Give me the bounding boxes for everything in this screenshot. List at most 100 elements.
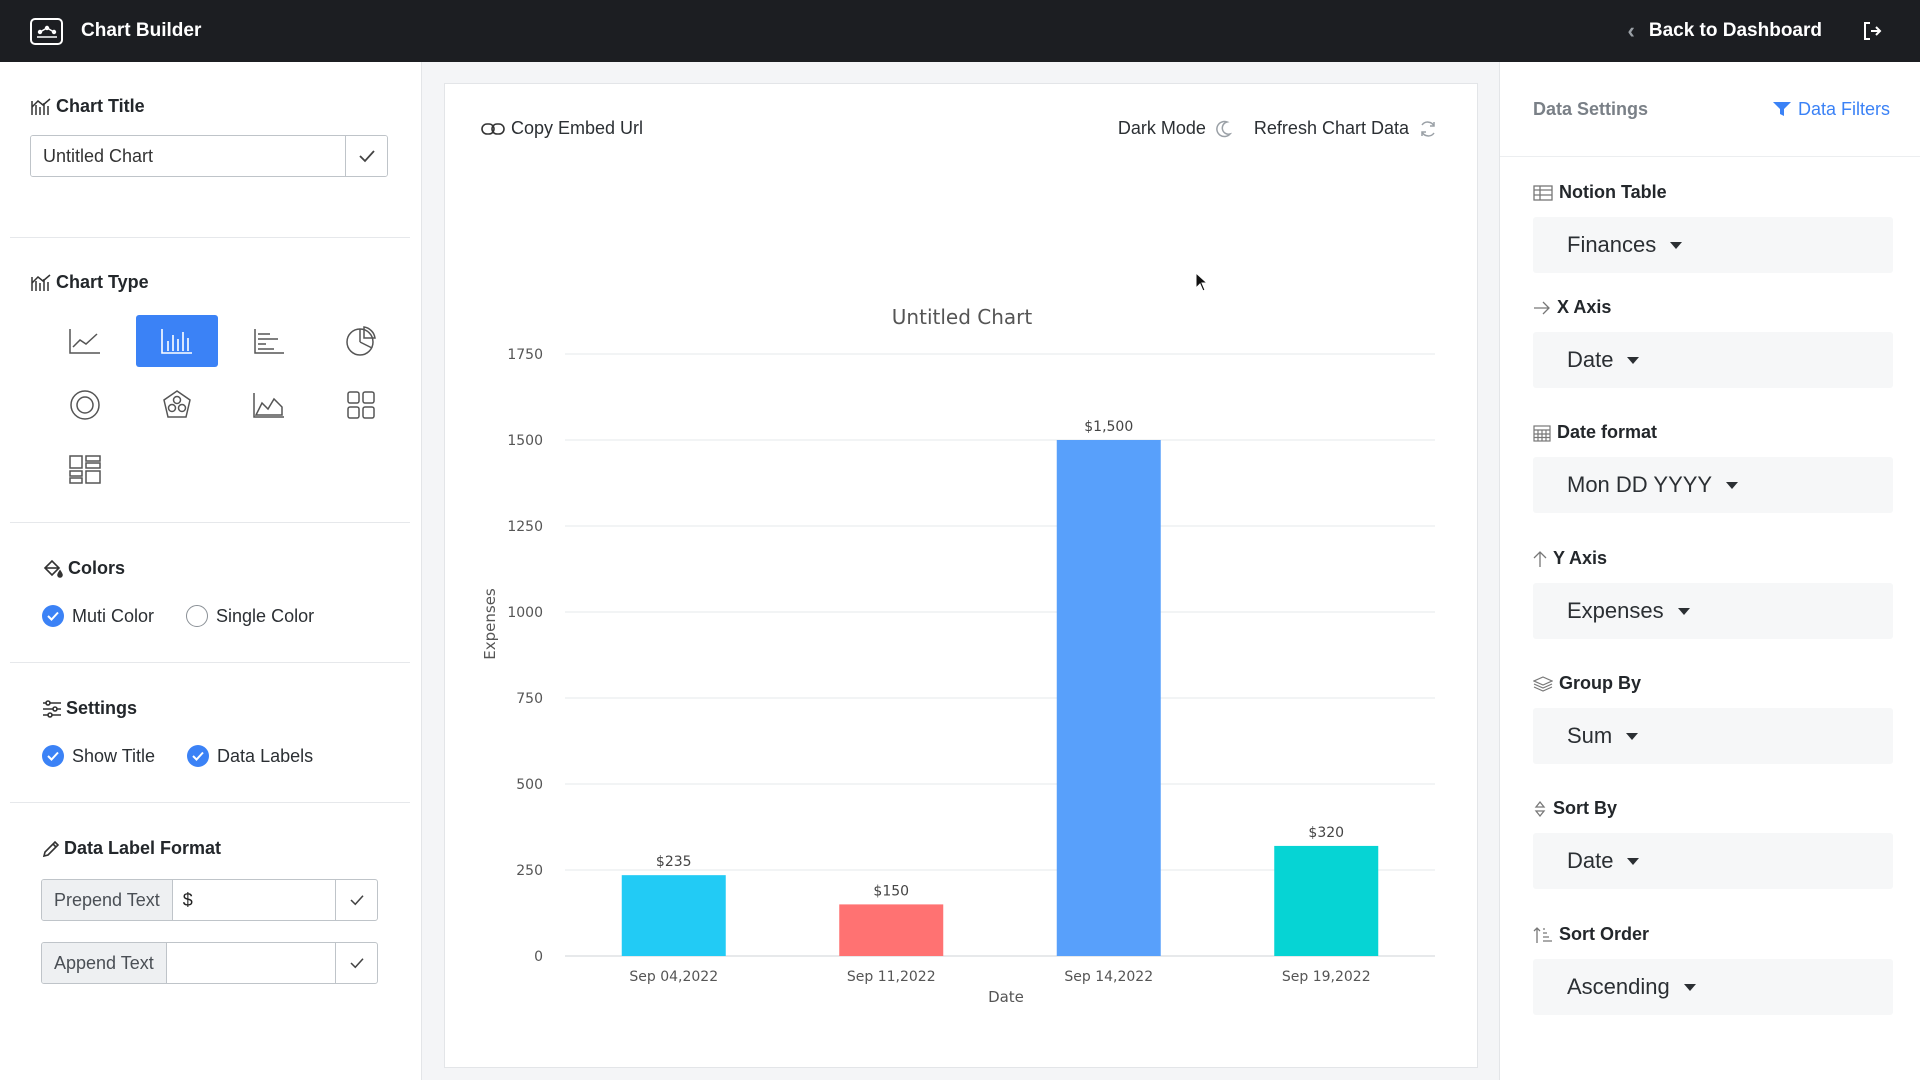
y-tick-label: 0 bbox=[534, 949, 543, 965]
radio-empty-icon bbox=[186, 605, 209, 627]
chart-type-area-button[interactable] bbox=[228, 379, 310, 431]
chart-type-line-button[interactable] bbox=[44, 315, 126, 367]
mouse-cursor-icon bbox=[1195, 271, 1209, 297]
caret-down-icon bbox=[1626, 732, 1639, 740]
dark-mode-toggle[interactable]: Dark Mode bbox=[1118, 118, 1232, 139]
data-label-format-heading-row: Data Label Format bbox=[42, 838, 380, 859]
refresh-icon bbox=[1421, 120, 1435, 137]
caret-down-icon bbox=[1683, 983, 1696, 991]
notion-table-label: Notion Table bbox=[1559, 182, 1667, 202]
single-color-option[interactable]: Single Color bbox=[186, 605, 314, 627]
colors-section: Colors Muti Color Single Color bbox=[0, 558, 410, 627]
data-labels-checkbox[interactable]: Data Labels bbox=[187, 745, 313, 767]
chart-title-confirm-button[interactable] bbox=[345, 136, 387, 176]
left-panel: Chart Title Chart Type bbox=[0, 62, 422, 1080]
chart-type-icon bbox=[31, 273, 51, 291]
chart-type-grid bbox=[44, 315, 380, 495]
prepend-text-confirm-button[interactable] bbox=[335, 880, 377, 920]
sort-order-field: Sort Order Ascending bbox=[1533, 924, 1893, 1015]
y-tick-label: 1500 bbox=[507, 433, 543, 449]
data-label: $235 bbox=[656, 854, 692, 870]
chart-type-heading: Chart Type bbox=[56, 272, 149, 292]
top-bar: Chart Builder ‹ Back to Dashboard bbox=[0, 0, 1920, 62]
prepend-text-input[interactable] bbox=[172, 880, 335, 920]
chart-type-horizontal-bar-button[interactable] bbox=[228, 315, 310, 367]
polar-chart-icon bbox=[163, 390, 191, 418]
filter-icon bbox=[1772, 102, 1791, 116]
divider bbox=[10, 662, 410, 663]
bar bbox=[1274, 845, 1379, 956]
moon-icon bbox=[1216, 120, 1232, 137]
data-label: $320 bbox=[1308, 825, 1344, 841]
arrow-up-icon bbox=[1533, 550, 1547, 567]
chart-preview-card: Copy Embed Url Dark Mode Refresh Chart D… bbox=[444, 83, 1478, 1068]
bar-chart-icon bbox=[161, 329, 192, 354]
chart-type-pie-button[interactable] bbox=[320, 315, 402, 367]
settings-options: Show Title Data Labels bbox=[42, 745, 380, 767]
notion-table-field: Notion Table Finances bbox=[1533, 182, 1893, 273]
arrow-right-icon bbox=[1534, 301, 1550, 314]
x-tick-label: Sep 04,2022 bbox=[629, 969, 718, 985]
logout-icon[interactable] bbox=[1860, 19, 1884, 43]
y-tick-label: 500 bbox=[516, 777, 543, 793]
y-axis-field-label: Y Axis bbox=[1553, 548, 1608, 568]
y-tick-label: 1000 bbox=[507, 605, 543, 621]
prepend-text-group: Prepend Text bbox=[41, 879, 378, 921]
chart-type-grid-button[interactable] bbox=[320, 379, 402, 431]
x-axis-field: X Axis Date bbox=[1533, 297, 1893, 388]
chart-type-section: Chart Type bbox=[0, 272, 410, 495]
append-text-confirm-button[interactable] bbox=[335, 943, 377, 983]
group-by-label-row: Group By bbox=[1533, 673, 1893, 694]
y-axis-value: Expenses bbox=[1567, 598, 1664, 623]
notion-table-label-row: Notion Table bbox=[1533, 182, 1893, 203]
data-settings-panel: Data Settings Data Filters Notion Table … bbox=[1499, 62, 1920, 1080]
x-axis-value: Date bbox=[1567, 347, 1614, 372]
horizontal-bar-chart-icon bbox=[254, 329, 284, 354]
x-tick-label: Sep 11,2022 bbox=[847, 969, 936, 985]
group-by-field: Group By Sum bbox=[1533, 673, 1893, 764]
sort-by-label-row: Sort By bbox=[1533, 798, 1893, 819]
chart-type-doughnut-button[interactable] bbox=[44, 379, 126, 431]
data-label: $150 bbox=[873, 883, 909, 899]
link-icon bbox=[481, 122, 505, 135]
chart-type-bar-button[interactable] bbox=[136, 315, 218, 367]
data-filters-button[interactable]: Data Filters bbox=[1772, 99, 1890, 120]
table-chart-icon bbox=[69, 455, 101, 484]
refresh-chart-data-label: Refresh Chart Data bbox=[1253, 118, 1409, 138]
chart-type-table-button[interactable] bbox=[44, 443, 126, 495]
append-text-group: Append Text bbox=[41, 942, 378, 984]
append-text-input[interactable] bbox=[166, 943, 335, 983]
date-format-select[interactable]: Mon DD YYYY bbox=[1533, 457, 1893, 513]
bar bbox=[621, 875, 726, 956]
notion-table-select[interactable]: Finances bbox=[1533, 217, 1893, 273]
data-filters-label: Data Filters bbox=[1797, 98, 1890, 119]
chart-title-input[interactable] bbox=[31, 136, 345, 176]
back-to-dashboard-link[interactable]: ‹ Back to Dashboard bbox=[1628, 18, 1822, 44]
data-settings-title: Data Settings bbox=[1533, 98, 1649, 119]
x-axis-select[interactable]: Date bbox=[1533, 332, 1893, 388]
divider bbox=[10, 802, 410, 803]
chart-title-section: Chart Title bbox=[0, 96, 410, 177]
caret-down-icon bbox=[1627, 857, 1640, 865]
check-icon bbox=[349, 895, 364, 906]
sort-ascending-icon bbox=[1533, 926, 1552, 943]
chart-type-polar-button[interactable] bbox=[136, 379, 218, 431]
show-title-checkbox[interactable]: Show Title bbox=[42, 745, 155, 767]
calendar-icon bbox=[1533, 424, 1551, 442]
x-axis-field-label: X Axis bbox=[1557, 297, 1612, 317]
x-axis-label: Date bbox=[988, 988, 1024, 1006]
group-by-select[interactable]: Sum bbox=[1533, 708, 1893, 764]
colors-options: Muti Color Single Color bbox=[42, 605, 380, 627]
data-label: $1,500 bbox=[1084, 419, 1133, 435]
layers-icon bbox=[1533, 675, 1553, 692]
sort-by-select[interactable]: Date bbox=[1533, 833, 1893, 889]
sort-order-select[interactable]: Ascending bbox=[1533, 959, 1893, 1015]
prepend-text-label: Prepend Text bbox=[42, 880, 173, 920]
y-axis-label-row: Y Axis bbox=[1533, 548, 1893, 569]
bar bbox=[839, 904, 944, 956]
y-axis-select[interactable]: Expenses bbox=[1533, 583, 1893, 639]
settings-heading-row: Settings bbox=[42, 698, 380, 719]
refresh-chart-data-button[interactable]: Refresh Chart Data bbox=[1254, 118, 1437, 139]
multi-color-option[interactable]: Muti Color bbox=[42, 605, 154, 627]
copy-embed-url-button[interactable]: Copy Embed Url bbox=[481, 118, 643, 139]
